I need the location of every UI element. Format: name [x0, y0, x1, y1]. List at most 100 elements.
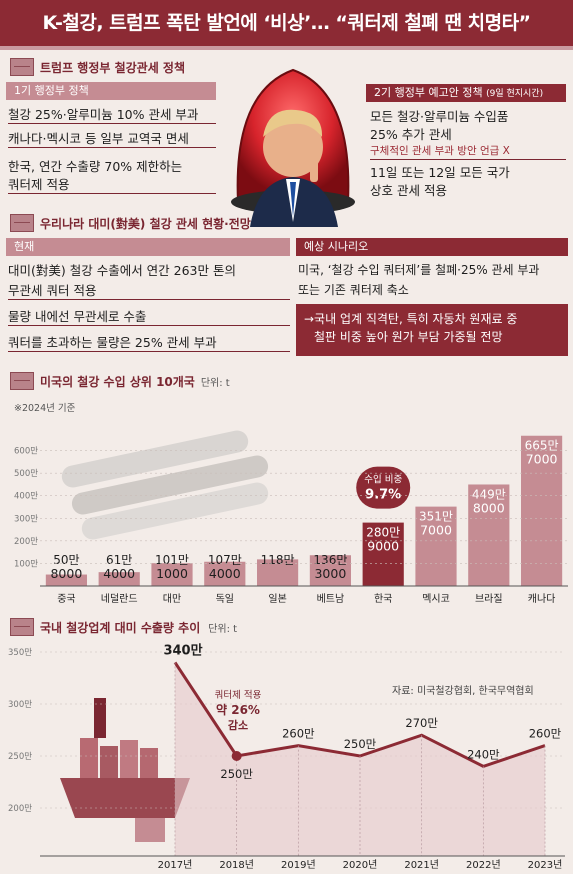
bar-data-label: 4000 — [209, 566, 241, 581]
imports-bar-chart: 50만8000중국61만4000네덜란드101만1000대만107만4000독일… — [14, 430, 568, 605]
bar-data-label: 136만 — [313, 553, 347, 567]
first-term-item: 캐나다·멕시코 등 일부 교역국 면세 — [8, 130, 216, 148]
bar-data-label: 665만 — [525, 439, 559, 453]
siren-portrait-illustration — [231, 68, 355, 227]
section-header-exports: 국내 철강업계 대미 수출량 추이 단위: t — [10, 618, 237, 636]
x-tick-label: 일본 — [268, 593, 286, 605]
x-tick-label: 중국 — [57, 593, 75, 605]
bar-data-label: 280만 — [366, 526, 400, 540]
second-term-band: 2기 행정부 예고안 정책 (9일 현지시간) — [366, 84, 566, 102]
section-header-imports: 미국의 철강 수입 상위 10개국 단위: t — [10, 372, 230, 390]
bar — [362, 522, 404, 586]
y-tick-label: 600만 — [14, 447, 38, 457]
callout-value: 약 26% — [216, 702, 260, 717]
point-data-label: 260만 — [529, 727, 562, 741]
point-data-label: 340만 — [163, 642, 202, 658]
bar-data-label: 9000 — [367, 539, 399, 554]
section-title: 미국의 철강 수입 상위 10개국 — [40, 374, 195, 389]
second-term-label: 2기 행정부 예고안 정책 — [374, 86, 483, 99]
bar — [468, 484, 510, 586]
impact-line: →국내 업계 직격탄, 특히 자동차 원재료 중 — [304, 312, 518, 326]
x-tick-label: 2021년 — [404, 859, 439, 871]
x-tick-label: 브라질 — [475, 593, 503, 605]
page-title: K-철강, 트럼프 폭탄 발언에 ‘비상’… “쿼터제 철폐 땐 치명타” — [0, 0, 573, 46]
share-callout — [356, 466, 411, 509]
y-tick-label: 250만 — [8, 752, 32, 762]
y-tick-label: 300만 — [14, 514, 38, 524]
data-point — [231, 751, 242, 761]
callout-value: 9.7% — [365, 488, 401, 503]
second-term-red-note: 구체적인 관세 부과 방안 언급 X — [370, 144, 566, 160]
current-item: 대미(對美) 철강 수출에서 연간 263만 톤의 — [8, 263, 236, 278]
x-tick-label: 2020년 — [343, 859, 378, 871]
first-term-band: 1기 행정부 정책 — [6, 82, 216, 100]
x-tick-label: 대만 — [163, 593, 181, 605]
unit-label: 단위: t — [208, 623, 238, 635]
y-tick-label: 500만 — [14, 469, 38, 479]
first-term-item: 한국, 연간 수출량 70% 제한하는 — [8, 159, 183, 174]
crate-icon — [10, 372, 34, 390]
second-term-item: 11일 또는 12일 모든 국가 — [370, 165, 510, 180]
impact-box: →국내 업계 직격탄, 특히 자동차 원재료 중 철판 비중 높아 원가 부담 … — [296, 304, 568, 356]
second-term-item: 25% 추가 관세 — [370, 127, 452, 142]
y-tick-label: 300만 — [8, 700, 32, 710]
y-tick-label: 200만 — [14, 537, 38, 547]
point-data-label: 270만 — [405, 716, 438, 730]
bar-data-label: 50만 — [53, 553, 79, 567]
y-tick-label: 200만 — [8, 804, 32, 814]
point-data-label: 250만 — [344, 737, 377, 751]
y-tick-label: 350만 — [8, 648, 32, 658]
second-term-item: 상호 관세 적용 — [370, 183, 447, 198]
y-tick-label: 400만 — [14, 492, 38, 502]
crate-icon — [10, 214, 34, 232]
x-tick-label: 2023년 — [528, 859, 563, 871]
section-title: 트럼프 행정부 철강관세 정책 — [40, 60, 186, 75]
scenario-item: 미국, ‘철강 수입 쿼터제’를 철폐·25% 관세 부과 — [298, 263, 540, 277]
bar-data-label: 7000 — [420, 523, 452, 538]
x-tick-label: 2019년 — [281, 859, 316, 871]
y-tick-label: 100만 — [14, 559, 38, 569]
current-band: 현재 — [6, 238, 290, 256]
second-term-item: 모든 철강·알루미늄 수입품 — [370, 109, 509, 124]
bar-data-label: 7000 — [526, 452, 558, 467]
second-term-date: (9일 현지시간) — [486, 89, 544, 99]
point-data-label: 260만 — [282, 727, 315, 741]
scenario-band: 예상 시나리오 — [296, 238, 568, 256]
unit-label: 단위: t — [200, 377, 230, 389]
area-fill — [175, 662, 545, 856]
point-data-label: 250만 — [220, 767, 253, 781]
x-tick-label: 한국 — [374, 593, 392, 605]
section-title: 국내 철강업계 대미 수출량 추이 — [40, 620, 201, 635]
base-year-note: ※2024년 기준 — [14, 403, 76, 414]
section-header-status: 우리나라 대미(對美) 철강 관세 현황·전망 — [10, 214, 251, 232]
section-header-policy: 트럼프 행정부 철강관세 정책 — [10, 58, 185, 76]
steel-pipes-illustration — [61, 430, 269, 540]
exports-line-chart: 200만 250만 300만 350만 340만 2017년 250만 2018년 260만 20… — [8, 642, 565, 871]
current-item: 무관세 쿼터 적용 — [8, 282, 290, 300]
first-term-item: 쿼터제 적용 — [8, 176, 216, 194]
bar-data-label: 101만 — [155, 553, 189, 567]
first-term-item: 철강 25%·알루미늄 10% 관세 부과 — [8, 106, 216, 124]
bar-data-label: 8000 — [50, 566, 82, 581]
bar — [98, 572, 140, 586]
x-tick-label: 멕시코 — [422, 593, 450, 605]
x-tick-label: 베트남 — [317, 593, 345, 605]
current-item: 물량 내에선 무관세로 수출 — [8, 308, 290, 326]
bar-data-label: 449만 — [472, 487, 506, 501]
point-data-label: 240만 — [467, 747, 500, 761]
bar — [45, 574, 87, 586]
x-tick-label: 독일 — [216, 593, 234, 605]
bar-data-label: 1000 — [156, 566, 188, 581]
bar-data-label: 61만 — [106, 553, 132, 567]
x-tick-label: 캐나다 — [528, 593, 556, 605]
cargo-ship-illustration — [60, 698, 190, 842]
section-title: 우리나라 대미(對美) 철강 관세 현황·전망 — [40, 216, 251, 231]
callout-label: 쿼터제 적용 — [215, 689, 262, 701]
x-tick-label: 네덜란드 — [101, 593, 138, 605]
bar — [204, 561, 246, 586]
current-item: 쿼터를 초과하는 물량은 25% 관세 부과 — [8, 334, 290, 352]
bar-data-label: 351만 — [419, 510, 453, 524]
bar — [151, 563, 193, 586]
x-tick-label: 2018년 — [219, 859, 254, 871]
bar-data-label: 107만 — [208, 553, 242, 567]
